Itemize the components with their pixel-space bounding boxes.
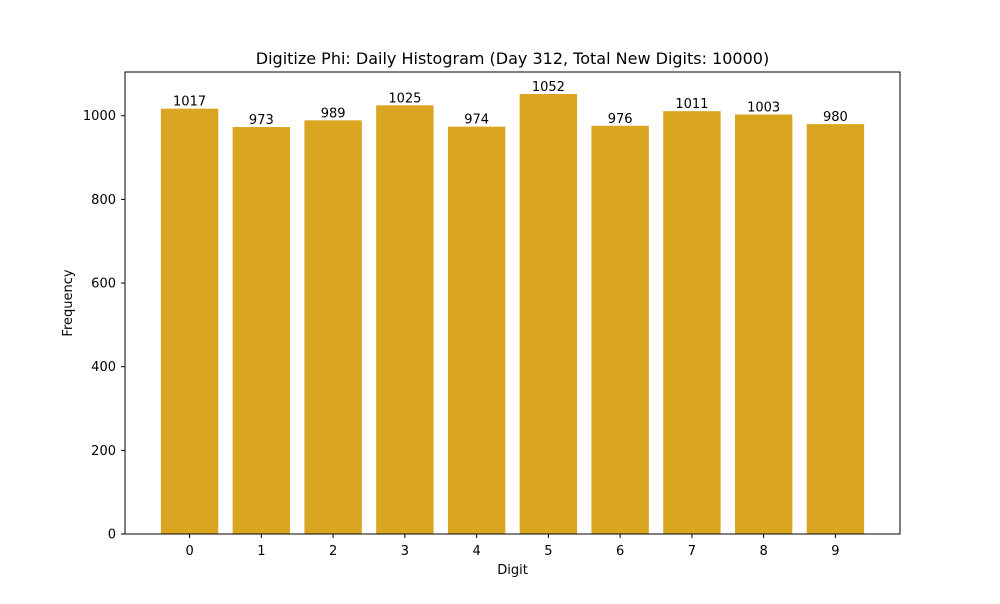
data-label-digit-3: 1025 (388, 91, 421, 106)
bar-digit-0 (160, 108, 219, 534)
y-tick-label: 800 (91, 193, 116, 208)
bar-digit-1 (232, 127, 291, 535)
y-tick-label: 400 (91, 360, 116, 375)
y-tick-label: 0 (108, 528, 116, 543)
x-tick-label: 9 (831, 544, 839, 559)
bar-digit-6 (591, 125, 649, 534)
x-tick-label: 1 (257, 544, 265, 559)
y-tick-label: 600 (91, 277, 116, 292)
x-tick-label: 6 (616, 544, 624, 559)
data-label-digit-9: 980 (823, 110, 848, 125)
x-tick-label: 8 (760, 544, 768, 559)
y-tick-label: 1000 (83, 109, 116, 124)
data-label-digit-5: 1052 (532, 80, 565, 95)
bar-digit-5 (519, 94, 578, 534)
x-tick-label: 3 (401, 544, 409, 559)
bar-digit-3 (376, 105, 434, 534)
data-label-digit-4: 974 (464, 113, 489, 128)
x-axis-label: Digit (497, 563, 528, 578)
bar-digit-2 (304, 120, 362, 535)
y-tick-label: 200 (91, 444, 116, 459)
x-tick-label: 4 (472, 544, 480, 559)
bars-group (160, 94, 865, 535)
y-axis-label: Frequency (61, 269, 76, 336)
x-tick-label: 5 (544, 544, 552, 559)
bar-digit-9 (806, 124, 865, 534)
plot-frame (124, 71, 901, 535)
y-axis: 0 200 400 600 800 1000 (83, 109, 125, 543)
bar-digit-4 (447, 126, 506, 535)
data-label-digit-1: 973 (249, 113, 274, 128)
x-tick-label: 2 (329, 544, 337, 559)
x-axis: 0 1 2 3 4 5 6 7 8 9 (185, 534, 840, 559)
data-label-digit-8: 1003 (747, 100, 780, 115)
x-tick-label: 7 (688, 544, 696, 559)
chart-title: Digitize Phi: Daily Histogram (Day 312, … (256, 49, 769, 68)
x-tick-label: 0 (185, 544, 193, 559)
data-label-digit-2: 989 (321, 106, 346, 121)
data-label-digit-6: 976 (608, 112, 633, 127)
bar-digit-7 (663, 111, 721, 535)
bar-digit-8 (734, 114, 793, 534)
data-label-digit-0: 1017 (173, 95, 206, 110)
data-labels-group: 1017 973 989 1025 974 1052 976 1011 1003 980 (173, 80, 848, 128)
data-label-digit-7: 1011 (675, 97, 708, 112)
